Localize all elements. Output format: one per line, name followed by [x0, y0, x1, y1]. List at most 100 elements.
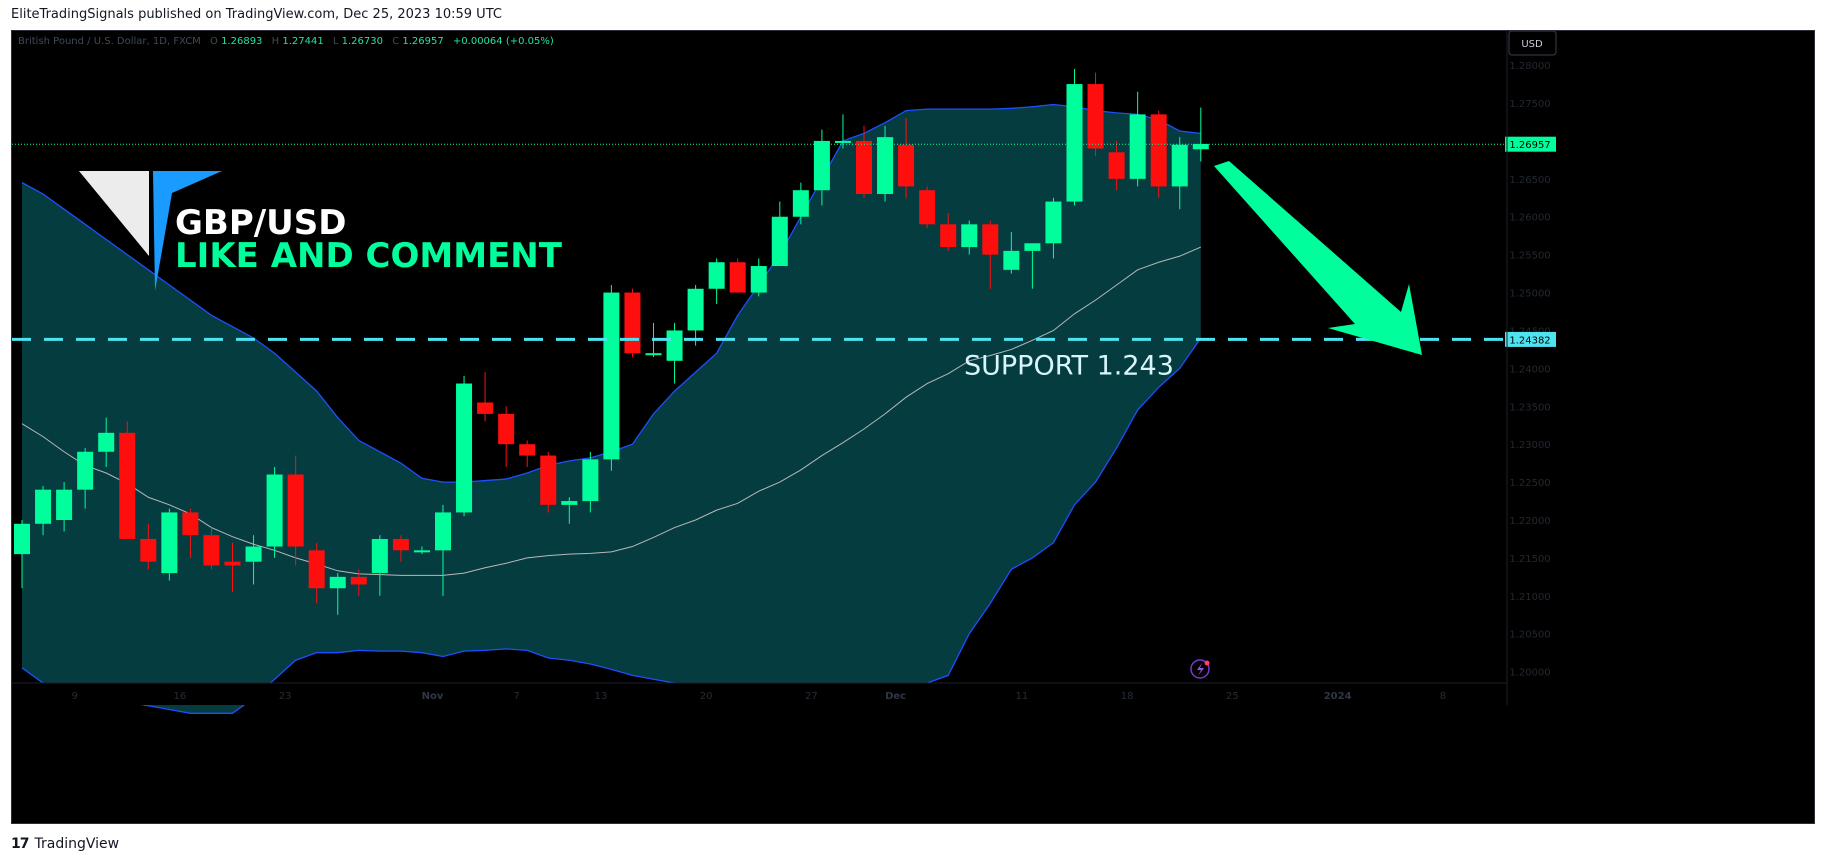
candle-body	[792, 190, 809, 217]
candle-body	[35, 489, 52, 524]
tradingview-logo-icon: 17	[11, 836, 30, 852]
price-tick: 1.25000	[1509, 289, 1550, 300]
candle-body	[603, 292, 620, 460]
candle-body	[56, 489, 73, 520]
price-tick: 1.23000	[1509, 440, 1550, 451]
price-tick: 1.22000	[1509, 516, 1550, 527]
price-tick: 1.25500	[1509, 251, 1550, 262]
candle-body	[287, 474, 304, 547]
time-tick: 25	[1226, 691, 1239, 702]
candle-body	[1171, 144, 1188, 187]
support-label: SUPPORT 1.243	[964, 350, 1174, 381]
candle-body	[750, 266, 767, 293]
candle-body	[203, 535, 220, 566]
candle-body	[245, 546, 262, 562]
candle-body	[919, 190, 936, 225]
lightning-icon[interactable]	[1190, 659, 1210, 679]
legend-h-value: 1.27441	[282, 36, 323, 47]
support-price-tag: 1.24382	[1505, 331, 1556, 347]
candle-body	[877, 137, 894, 194]
band-lower-line	[21, 337, 1202, 714]
legend-c-label: C	[392, 36, 399, 47]
time-tick: 23	[279, 691, 292, 702]
chart-panel[interactable]: 1.280001.275001.270001.265001.260001.255…	[11, 30, 1815, 824]
price-tick: 1.20000	[1509, 668, 1550, 679]
candle-body	[477, 402, 494, 414]
candle-body	[329, 576, 346, 589]
candle-body	[1108, 152, 1125, 179]
legend-o-value: 1.26893	[221, 36, 262, 47]
time-tick: 7	[513, 691, 519, 702]
price-tick: 1.21000	[1509, 592, 1550, 603]
footer-brand[interactable]: 17 TradingView	[11, 834, 119, 854]
legend-c-value: 1.26957	[402, 36, 443, 47]
candlestick-chart[interactable]: 1.280001.275001.270001.265001.260001.255…	[12, 31, 1814, 823]
candle-body	[898, 144, 915, 187]
candle-body	[1087, 84, 1104, 149]
price-tick: 1.26000	[1509, 213, 1550, 224]
candle-body	[1066, 84, 1083, 202]
currency-button[interactable]: USD	[1508, 31, 1557, 56]
time-tick: 11	[1016, 691, 1029, 702]
candle-body	[371, 538, 388, 574]
candle-body	[582, 459, 599, 502]
candle-body	[1045, 201, 1062, 244]
candle-body	[729, 262, 746, 293]
candle-body	[666, 330, 683, 361]
candle-body	[14, 523, 30, 555]
time-tick: Dec	[885, 691, 906, 702]
candle-body	[687, 288, 704, 331]
price-tick: 1.22500	[1509, 478, 1550, 489]
candle-body	[350, 576, 367, 585]
candle-body	[834, 140, 851, 143]
price-tick: 1.24000	[1509, 364, 1550, 375]
candle-body	[435, 512, 451, 551]
candle-body	[1003, 250, 1020, 270]
candle-body	[413, 550, 430, 553]
candle-body	[645, 353, 662, 356]
time-tick: 8	[1440, 691, 1446, 702]
last-price-tag: 1.26957	[1505, 136, 1556, 152]
candles	[14, 68, 1209, 615]
candle-body	[392, 538, 409, 551]
publish-info: EliteTradingSignals published on Trading…	[11, 7, 502, 22]
candle-body	[856, 140, 872, 194]
legend: British Pound / U.S. Dollar, 1D, FXCM O …	[18, 36, 554, 47]
legend-o-label: O	[210, 36, 218, 47]
time-tick: Nov	[422, 691, 444, 702]
legend-l-value: 1.26730	[342, 36, 383, 47]
candle-body	[940, 224, 957, 248]
legend-change: +0.00064 (+0.05%)	[453, 36, 554, 47]
candle-body	[771, 216, 788, 267]
candle-body	[561, 501, 578, 505]
time-tick: 20	[700, 691, 713, 702]
candle-body	[498, 413, 515, 445]
candle-body	[624, 292, 641, 354]
price-axis-labels: 1.280001.275001.270001.265001.260001.255…	[1509, 61, 1550, 679]
last-price-value: 1.26957	[1509, 140, 1550, 151]
candle-body	[182, 512, 199, 536]
price-tick: 1.26500	[1509, 175, 1550, 186]
candle-body	[540, 455, 557, 505]
legend-h-label: H	[272, 36, 280, 47]
candle-body	[961, 224, 978, 248]
candle-body	[224, 561, 241, 566]
overlay-title: GBP/USD	[175, 203, 346, 243]
candle-body	[519, 444, 536, 456]
currency-label: USD	[1521, 39, 1543, 50]
candle-body	[98, 432, 115, 452]
legend-symbol: British Pound / U.S. Dollar, 1D, FXCM	[18, 36, 201, 47]
candle-body	[140, 538, 157, 562]
candle-body	[1024, 243, 1041, 251]
price-tick: 1.28000	[1509, 61, 1550, 72]
annotations: SUPPORT 1.243 GBP/USD LIKE AND COMMENT B…	[12, 31, 1557, 679]
candle-body	[119, 432, 136, 539]
candle-body	[308, 550, 325, 589]
time-tick: 9	[71, 691, 77, 702]
time-axis[interactable]: 9 16 23 Nov 7 13 20 27 Dec 11 18 25 2024 8	[12, 682, 1507, 705]
time-tick: 18	[1121, 691, 1134, 702]
time-tick: 13	[595, 691, 608, 702]
candle-body	[1150, 114, 1167, 187]
legend-l-label: L	[333, 36, 339, 47]
candle-body	[982, 224, 999, 255]
